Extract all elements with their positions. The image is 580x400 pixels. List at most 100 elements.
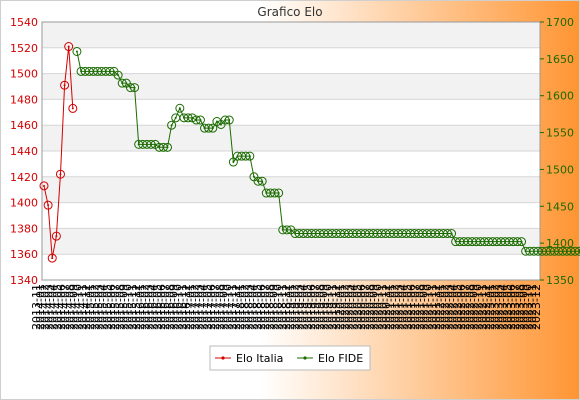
- x-tick-label: 2016-05: [151, 284, 164, 330]
- data-point[interactable]: [517, 237, 527, 247]
- x-tick-label: 2019-03: [293, 284, 306, 330]
- data-point[interactable]: [64, 42, 74, 52]
- x-tick-label: 2015-05: [101, 284, 114, 330]
- x-tick-label: 2023-05: [501, 284, 514, 330]
- x-tick-label: 2015-01: [84, 284, 97, 330]
- x-tick-label: 2021-08: [413, 284, 426, 330]
- x-tick-label: 2015-04: [97, 284, 110, 330]
- y-left-tick-label: 1500: [10, 68, 38, 81]
- y-right-tick-label: 1450: [546, 200, 574, 213]
- data-point-dot: [75, 50, 78, 53]
- x-tick-label: 2017-10: [222, 284, 235, 330]
- x-tick-label: 2022-04: [447, 284, 460, 330]
- data-point-dot: [55, 235, 58, 238]
- x-tick-label: 2019-09: [318, 284, 331, 330]
- x-tick-label: 2018-09: [268, 284, 281, 330]
- x-tick-label: 2014-02: [38, 284, 51, 330]
- data-point-dot: [51, 257, 54, 260]
- data-point[interactable]: [228, 157, 238, 167]
- data-point-dot: [59, 173, 62, 176]
- x-tick-label: 2023-08: [513, 284, 526, 330]
- data-point[interactable]: [578, 247, 580, 255]
- data-point[interactable]: [43, 200, 53, 210]
- data-point[interactable]: [113, 70, 123, 80]
- data-point-dot: [166, 146, 169, 149]
- x-tick-label: 2019-12: [330, 284, 343, 330]
- data-point[interactable]: [163, 142, 172, 152]
- data-point[interactable]: [60, 80, 70, 90]
- x-tick-label: 2014-01: [34, 284, 47, 330]
- plot-band: [42, 22, 540, 48]
- x-tick-label: 2018-06: [255, 284, 268, 330]
- plot-band: [42, 99, 540, 126]
- plot-band: [42, 176, 540, 203]
- series-elo-italia: [39, 42, 78, 263]
- data-point[interactable]: [224, 115, 234, 125]
- y-left-tick-label: 1340: [10, 274, 38, 287]
- data-point-dot: [228, 119, 231, 122]
- data-point[interactable]: [51, 231, 61, 241]
- data-point[interactable]: [245, 151, 255, 161]
- y-right-tick-label: 1350: [546, 274, 574, 287]
- data-point[interactable]: [47, 253, 57, 263]
- x-tick-label: 2017-05: [201, 284, 214, 330]
- data-point-dot: [450, 232, 453, 235]
- x-tick-label: 2017-04: [197, 284, 210, 330]
- x-tick-label: 2014-11: [76, 284, 89, 330]
- data-point[interactable]: [208, 123, 218, 133]
- plot-band: [42, 47, 540, 74]
- x-tick-label: 2016-12: [180, 284, 193, 330]
- x-tick-label: 2021-03: [393, 284, 406, 330]
- y-left-tick-label: 1420: [10, 171, 38, 184]
- data-point[interactable]: [574, 246, 580, 256]
- x-tick-label: 2014-07: [59, 284, 72, 330]
- x-tick-label: 2021-07: [409, 284, 422, 330]
- data-point[interactable]: [274, 188, 284, 198]
- data-point-dot: [117, 74, 120, 77]
- x-tick-label: 2020-06: [355, 284, 368, 330]
- data-point[interactable]: [68, 103, 78, 113]
- x-tick-label: 2014-08: [63, 284, 76, 330]
- chart-title: Grafico Elo: [257, 5, 322, 19]
- data-point-dot: [248, 155, 251, 158]
- x-tick-label: 2019-06: [305, 284, 318, 330]
- x-tick-label: 2021-02: [388, 284, 401, 330]
- x-tick-label: 2023-09: [518, 284, 531, 330]
- plot-frame: [41, 21, 541, 281]
- x-tick-label: 2023-06: [505, 284, 518, 330]
- data-point[interactable]: [195, 115, 205, 125]
- plot-band: [42, 151, 540, 177]
- data-point-dot: [290, 228, 292, 231]
- x-tick-label: 2022-08: [463, 284, 476, 330]
- data-point[interactable]: [175, 103, 185, 113]
- data-point[interactable]: [447, 229, 457, 239]
- x-tick-label: 2016-07: [159, 284, 172, 330]
- x-tick-label: 2016-04: [147, 284, 160, 330]
- legend-item-elo-fide[interactable]: Elo FIDE: [297, 352, 363, 365]
- x-tick-label: 2021-10: [422, 284, 435, 330]
- data-point[interactable]: [72, 46, 82, 56]
- x-tick-label: 2017-07: [209, 284, 222, 330]
- data-point[interactable]: [130, 83, 140, 93]
- data-point[interactable]: [167, 120, 177, 130]
- x-tick-label: 2020-04: [347, 284, 360, 330]
- x-tick-label: 2020-03: [343, 284, 356, 330]
- data-point[interactable]: [39, 181, 49, 191]
- x-tick-label: 2015-11: [126, 284, 139, 330]
- x-axis: 2013-112014-012014-022014-032014-042014-…: [30, 284, 543, 330]
- x-tick-label: 2018-10: [272, 284, 285, 330]
- x-tick-label: 2017-02: [188, 284, 201, 330]
- y-left-tick-label: 1480: [10, 93, 38, 106]
- plot-band: [42, 125, 540, 151]
- x-tick-label: 2015-07: [109, 284, 122, 330]
- legend-item-elo-italia[interactable]: Elo Italia: [215, 352, 283, 365]
- data-point-dot: [67, 45, 70, 48]
- x-tick-label: 2014-10: [72, 284, 85, 330]
- legend-label-elo-italia: Elo Italia: [236, 352, 283, 365]
- x-tick-label: 2023-11: [526, 284, 539, 330]
- x-tick-label: 2013-11: [30, 284, 43, 330]
- x-tick-label: 2016-09: [168, 284, 181, 330]
- data-point[interactable]: [257, 176, 267, 186]
- x-tick-label: 2019-10: [322, 284, 335, 330]
- data-point[interactable]: [55, 169, 65, 179]
